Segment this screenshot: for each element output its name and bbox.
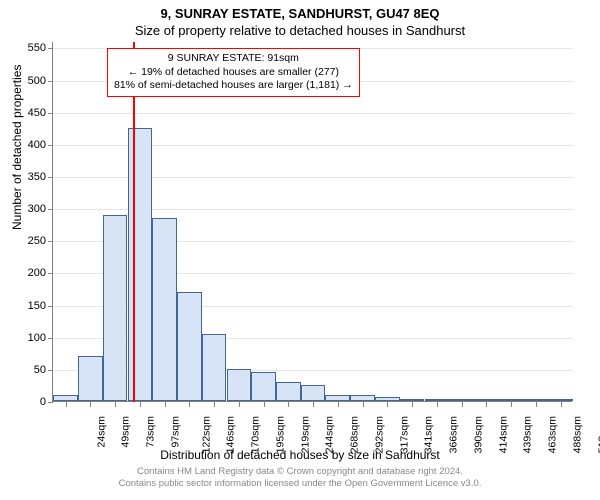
x-tick-label: 195sqm: [274, 416, 286, 453]
x-tick-mark: [214, 402, 215, 407]
x-tick-mark: [486, 402, 487, 407]
histogram-bar: [301, 385, 326, 401]
x-tick-label: 73sqm: [145, 416, 157, 448]
histogram-bar: [227, 369, 252, 401]
x-tick-mark: [189, 402, 190, 407]
y-tick-mark: [48, 273, 53, 274]
histogram-bar: [325, 395, 350, 401]
x-tick-mark: [511, 402, 512, 407]
y-tick-mark: [48, 241, 53, 242]
y-tick-mark: [48, 177, 53, 178]
x-tick-mark: [313, 402, 314, 407]
histogram-bar: [400, 399, 425, 401]
y-tick-mark: [48, 145, 53, 146]
x-tick-mark: [338, 402, 339, 407]
x-tick-label: 439sqm: [522, 416, 534, 453]
histogram-bar: [251, 372, 276, 401]
x-tick-mark: [165, 402, 166, 407]
x-tick-label: 244sqm: [324, 416, 336, 453]
x-tick-label: 292sqm: [373, 416, 385, 453]
x-tick-mark: [239, 402, 240, 407]
y-tick-label: 50: [6, 364, 46, 376]
x-tick-mark: [363, 402, 364, 407]
credits-line-2: Contains public sector information licen…: [119, 478, 482, 489]
x-tick-label: 170sqm: [249, 416, 261, 453]
histogram-bar: [103, 215, 128, 401]
y-tick-label: 250: [6, 235, 46, 247]
x-tick-label: 463sqm: [547, 416, 559, 453]
histogram-chart: 24sqm49sqm73sqm97sqm122sqm146sqm170sqm19…: [52, 42, 572, 402]
histogram-bar: [78, 356, 103, 401]
y-tick-mark: [48, 48, 53, 49]
x-tick-mark: [462, 402, 463, 407]
x-tick-label: 341sqm: [423, 416, 435, 453]
y-tick-mark: [48, 338, 53, 339]
annotation-line-1: 9 SUNRAY ESTATE: 91sqm: [114, 52, 353, 66]
histogram-bar: [524, 399, 549, 401]
plot-area: 24sqm49sqm73sqm97sqm122sqm146sqm170sqm19…: [52, 42, 572, 402]
y-tick-label: 350: [6, 171, 46, 183]
x-tick-label: 268sqm: [348, 416, 360, 453]
x-tick-label: 488sqm: [571, 416, 583, 453]
annotation-box: 9 SUNRAY ESTATE: 91sqm← 19% of detached …: [107, 48, 360, 97]
y-tick-mark: [48, 209, 53, 210]
x-tick-mark: [140, 402, 141, 407]
y-tick-label: 100: [6, 332, 46, 344]
page-subtitle: Size of property relative to detached ho…: [0, 23, 600, 38]
x-tick-label: 97sqm: [169, 416, 181, 448]
x-tick-mark: [264, 402, 265, 407]
y-tick-label: 300: [6, 203, 46, 215]
x-tick-mark: [115, 402, 116, 407]
x-tick-mark: [561, 402, 562, 407]
y-tick-mark: [48, 402, 53, 403]
annotation-line-2: ← 19% of detached houses are smaller (27…: [114, 66, 353, 80]
histogram-bar: [276, 382, 301, 401]
histogram-bar: [202, 334, 227, 402]
x-tick-mark: [412, 402, 413, 407]
y-tick-label: 450: [6, 107, 46, 119]
credits: Contains HM Land Registry data © Crown c…: [0, 466, 600, 491]
y-tick-label: 150: [6, 300, 46, 312]
histogram-bar: [128, 128, 153, 401]
x-tick-mark: [66, 402, 67, 407]
grid-line: [53, 113, 573, 114]
page-title: 9, SUNRAY ESTATE, SANDHURST, GU47 8EQ: [0, 6, 600, 21]
x-tick-mark: [387, 402, 388, 407]
y-tick-mark: [48, 306, 53, 307]
x-tick-label: 49sqm: [120, 416, 132, 448]
x-tick-label: 512sqm: [596, 416, 600, 453]
y-tick-label: 200: [6, 267, 46, 279]
y-tick-mark: [48, 81, 53, 82]
histogram-bar: [53, 395, 78, 401]
x-tick-label: 122sqm: [200, 416, 212, 453]
y-tick-label: 500: [6, 75, 46, 87]
x-tick-label: 390sqm: [472, 416, 484, 453]
y-tick-mark: [48, 113, 53, 114]
histogram-bar: [474, 399, 499, 401]
y-tick-mark: [48, 370, 53, 371]
x-tick-label: 24sqm: [95, 416, 107, 448]
y-tick-label: 0: [6, 396, 46, 408]
x-tick-mark: [90, 402, 91, 407]
histogram-bar: [177, 292, 202, 401]
x-tick-mark: [288, 402, 289, 407]
histogram-bar: [548, 399, 573, 401]
x-tick-label: 414sqm: [497, 416, 509, 453]
y-tick-label: 550: [6, 42, 46, 54]
x-tick-label: 317sqm: [398, 416, 410, 453]
x-tick-label: 146sqm: [225, 416, 237, 453]
x-tick-label: 219sqm: [299, 416, 311, 453]
histogram-bar: [449, 399, 474, 401]
histogram-bar: [375, 397, 400, 401]
y-tick-label: 400: [6, 139, 46, 151]
histogram-bar: [350, 395, 375, 401]
histogram-bar: [425, 399, 450, 401]
credits-line-1: Contains HM Land Registry data © Crown c…: [137, 466, 463, 477]
x-tick-mark: [437, 402, 438, 407]
annotation-line-3: 81% of semi-detached houses are larger (…: [114, 79, 353, 93]
x-tick-label: 366sqm: [447, 416, 459, 453]
histogram-bar: [499, 399, 524, 401]
histogram-bar: [152, 218, 177, 401]
x-tick-mark: [536, 402, 537, 407]
